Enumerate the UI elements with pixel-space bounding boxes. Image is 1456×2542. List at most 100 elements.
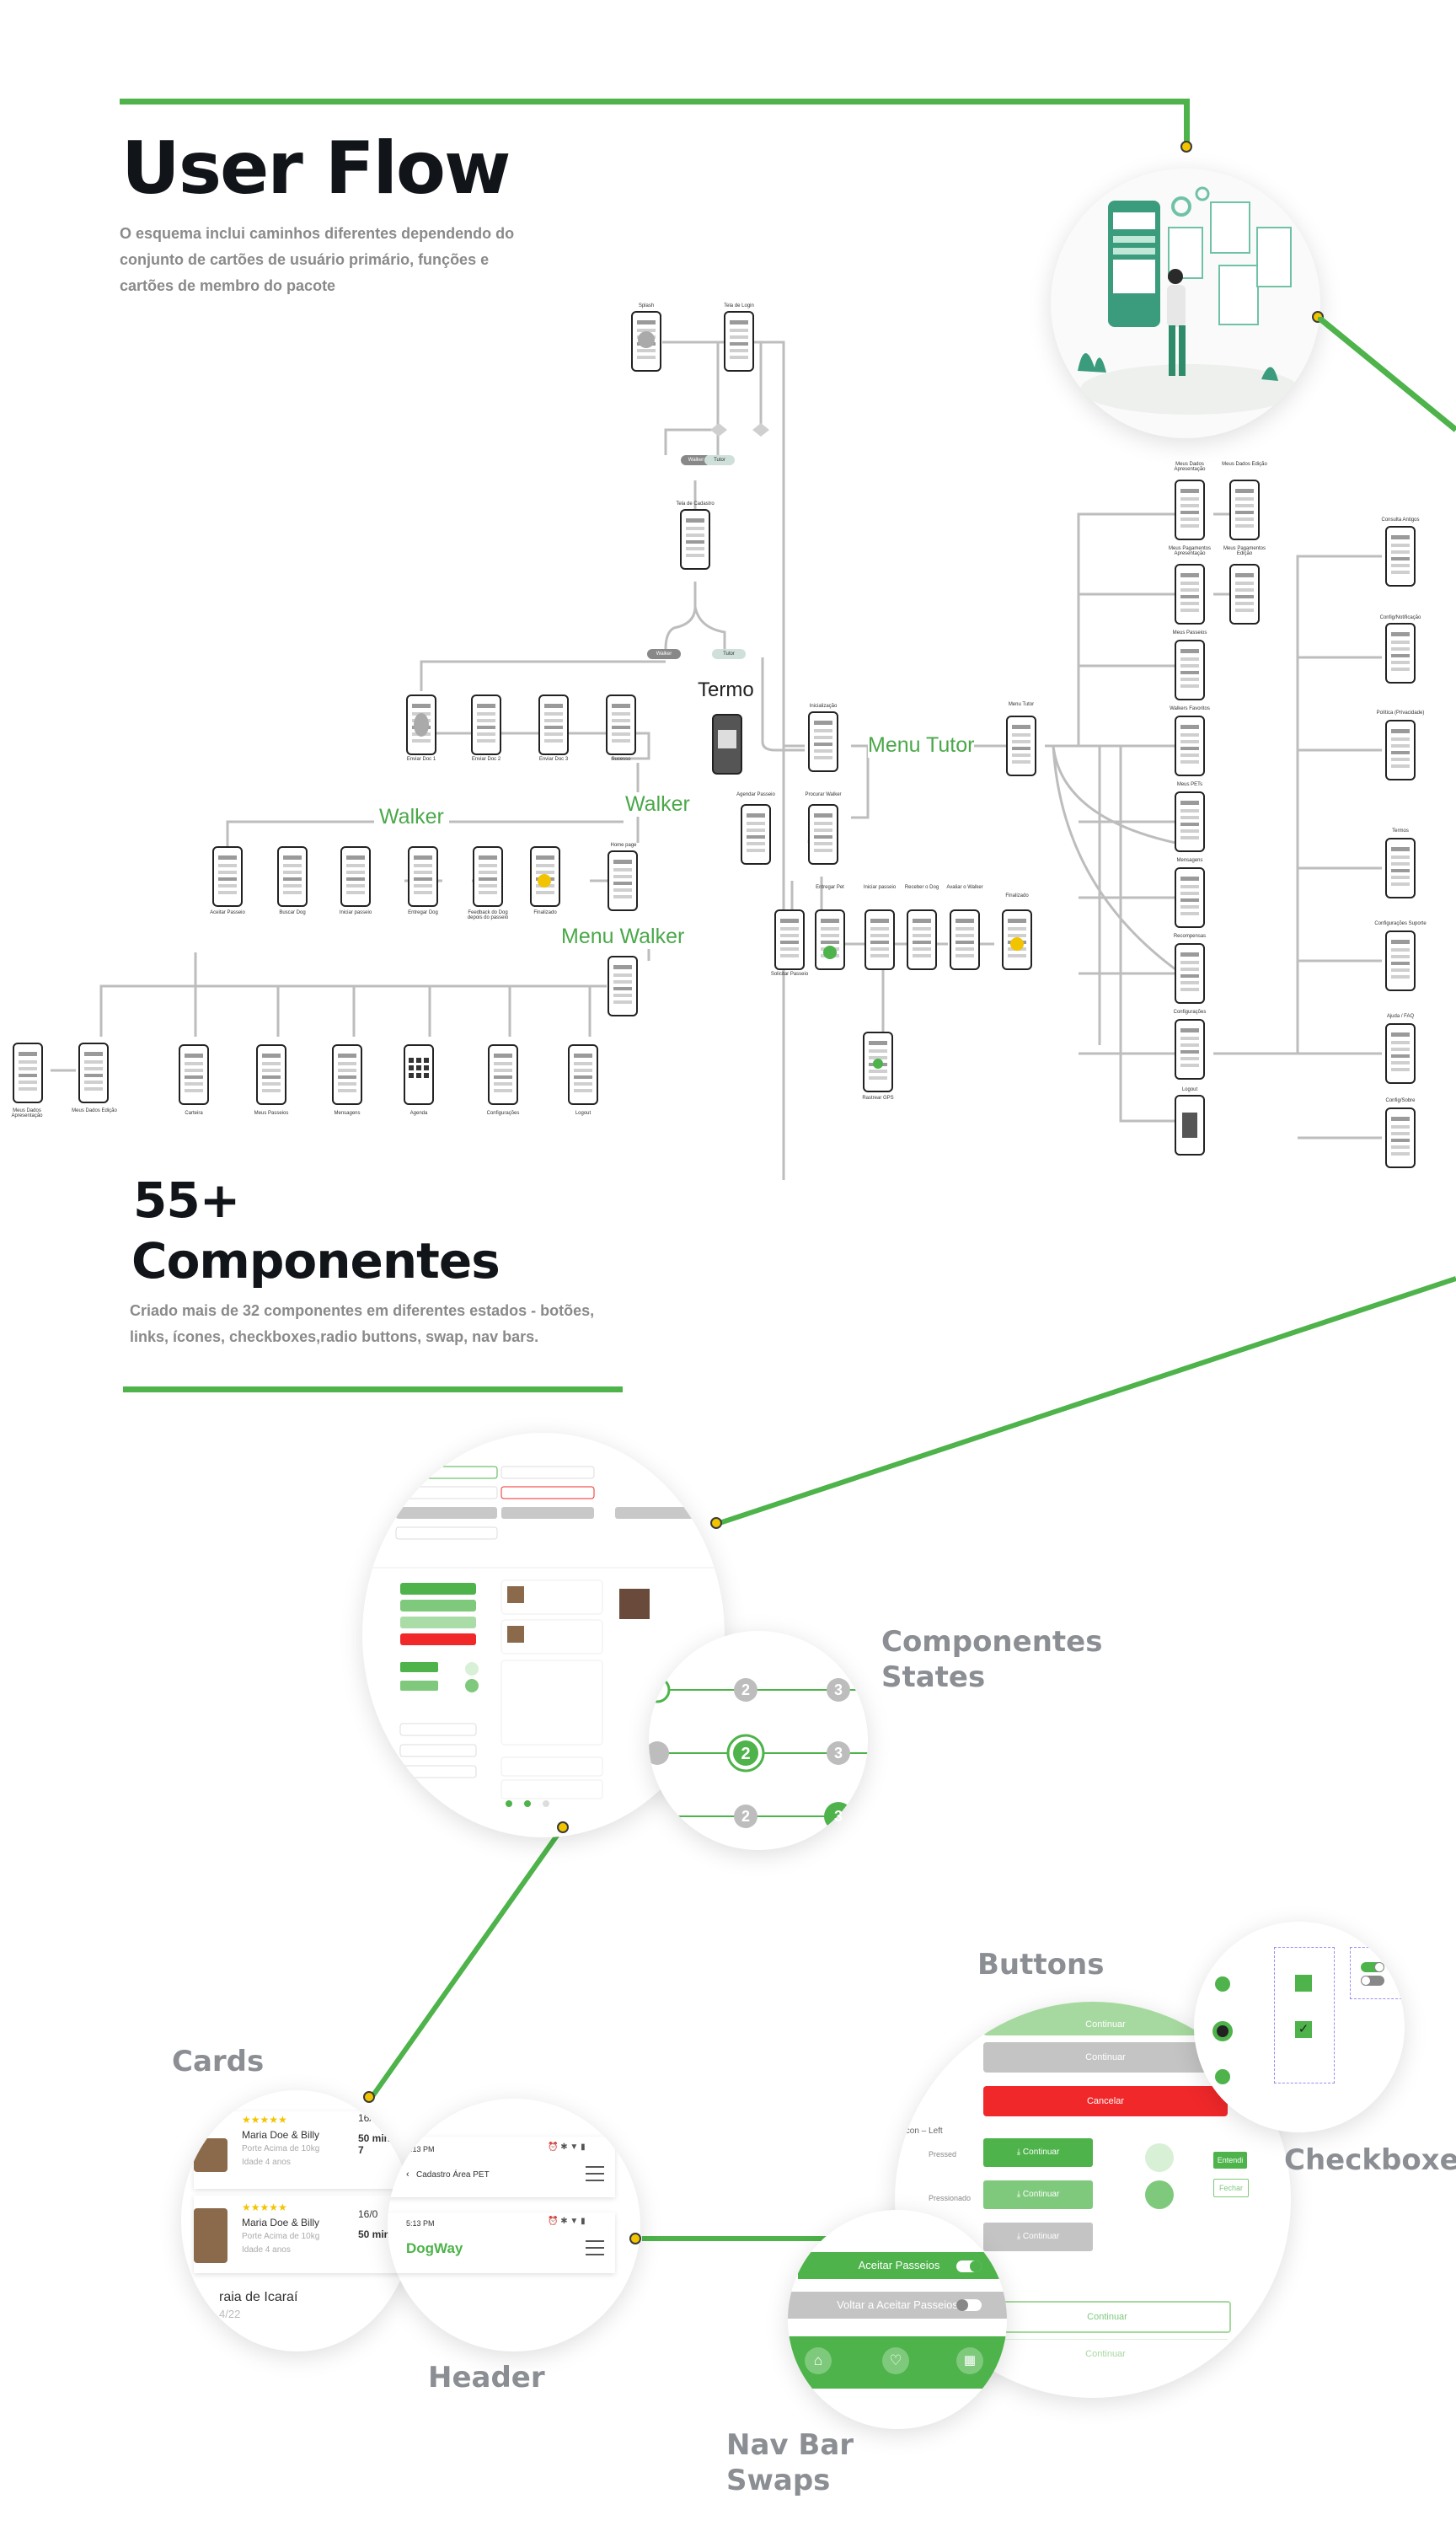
- outline-button[interactable]: Continuar: [983, 2301, 1231, 2333]
- cancel-button[interactable]: Cancelar: [983, 2086, 1228, 2116]
- screen-label: Configurações: [1173, 1010, 1207, 1015]
- connector-dot: [629, 2233, 641, 2244]
- states-preview: [362, 1433, 725, 1837]
- flow-screens: [13, 311, 1416, 1168]
- screen-label: Enviar Doc 1: [406, 757, 436, 762]
- screen-label: Inicialização: [809, 704, 838, 709]
- toggle-circle: [1145, 2143, 1174, 2172]
- screen-label: Mensagens: [334, 1111, 361, 1116]
- screen-label: Ajuda / FAQ: [1386, 1014, 1415, 1019]
- continue-button-small[interactable]: ⤓ Continuar: [983, 2223, 1093, 2251]
- continue-button[interactable]: Continuar: [983, 2002, 1228, 2035]
- screen-label: Aceitar Passeio: [210, 910, 245, 915]
- radio-selected[interactable]: [1215, 1976, 1230, 1992]
- state-label: Icon – Left: [903, 2126, 943, 2136]
- screen-label: Logout: [1181, 1087, 1198, 1092]
- screen-label: Tela de Login: [724, 303, 754, 308]
- toggle-on[interactable]: [1361, 1962, 1384, 1972]
- stepper-number: 3: [833, 1745, 843, 1762]
- card-name: Maria Doe & Billy: [242, 2129, 320, 2141]
- card-detail: Idade 4 anos: [242, 2158, 291, 2167]
- flow-label-walker: Walker: [625, 792, 690, 817]
- back-icon[interactable]: ‹: [406, 2169, 410, 2180]
- screen-label: Termos: [1392, 829, 1409, 834]
- continue-button-small[interactable]: ⤓ Continuar: [983, 2180, 1093, 2209]
- callout-header: Header: [428, 2361, 545, 2395]
- screen-label: Buscar Dog: [279, 910, 306, 915]
- radio-selected[interactable]: [1215, 2069, 1230, 2084]
- screen-label: Mensagens: [1176, 858, 1203, 863]
- rating-stars: ★★★★★: [242, 2201, 287, 2213]
- connector-dot: [1180, 141, 1192, 153]
- connector-dot: [557, 1821, 569, 1833]
- page-title: User Flow: [121, 126, 511, 211]
- button-label: Continuar: [1022, 2148, 1060, 2157]
- toggle-off[interactable]: [1361, 1976, 1384, 1986]
- button-label: Continuar: [1022, 2190, 1060, 2199]
- screen-label: Logout: [575, 1111, 592, 1116]
- brand-logo: DogWay: [406, 2240, 463, 2256]
- fechar-button[interactable]: Fechar: [1213, 2179, 1249, 2197]
- button-label: Walker: [656, 652, 672, 657]
- screen-label: Solicitar Passeio: [770, 972, 809, 977]
- screen-label: Enviar Doc 3: [538, 757, 569, 762]
- button-label: Continuar: [1022, 2232, 1060, 2241]
- screen-label: Agenda: [410, 1111, 428, 1116]
- swap-label: Voltar a Aceitar Passeios: [837, 2298, 958, 2311]
- connector-dot: [363, 2091, 375, 2103]
- continue-button-small[interactable]: ⤓ Continuar: [983, 2138, 1093, 2167]
- state-label: Pressed: [929, 2150, 957, 2159]
- screen-label: Meus Passeios: [1172, 630, 1207, 636]
- outline-button[interactable]: Continuar: [983, 2339, 1228, 2368]
- entendi-button[interactable]: Entendi: [1213, 2152, 1247, 2169]
- screen-label: Consulta Antigos: [1381, 518, 1420, 523]
- flow-label-walker: Walker: [374, 805, 449, 829]
- screen-label: Iniciar passeio: [339, 910, 372, 915]
- button-label: Tutor: [714, 458, 725, 463]
- callout-buttons: Buttons: [977, 1948, 1105, 1982]
- header-preview: 5:13 PM ⏰ ✱ ▼ ▮ ‹ Cadastro Área PET 5:13…: [388, 2099, 640, 2352]
- cards-preview: ★★★★★ Maria Doe & Billy 16/04/2022 Porte…: [181, 2090, 413, 2352]
- card-price: 50 min: [358, 2228, 391, 2240]
- status-time: 5:13 PM: [406, 2145, 435, 2153]
- swap-on[interactable]: Aceitar Passeios: [798, 2252, 1000, 2279]
- header-back-title: Cadastro Área PET: [416, 2170, 490, 2180]
- page-description: O esquema inclui caminhos diferentes dep…: [120, 225, 515, 294]
- checkbox-checked[interactable]: ✓: [1295, 2021, 1312, 2038]
- checkbox-filled[interactable]: [1295, 1975, 1312, 1992]
- screen-label: Meus Dados Apresentação: [11, 1108, 43, 1118]
- components-count: 55+: [133, 1172, 240, 1229]
- card-place-date: 4/22: [219, 2308, 241, 2320]
- toggle-on[interactable]: [956, 2260, 982, 2272]
- continue-button-disabled[interactable]: Continuar: [983, 2042, 1228, 2073]
- state-label: Pressionado: [929, 2194, 972, 2202]
- hero-illustration: [1051, 169, 1320, 438]
- menu-icon[interactable]: [586, 2166, 604, 2181]
- heart-icon[interactable]: ♡: [882, 2347, 909, 2374]
- stepper-number: 2: [741, 1808, 750, 1825]
- top-accent-line: [120, 99, 1190, 105]
- toggle-off[interactable]: [956, 2299, 982, 2311]
- screen-label: Configurações: [486, 1111, 520, 1116]
- menu-icon[interactable]: [586, 2240, 604, 2255]
- button-label: Tutor: [723, 652, 735, 657]
- stepper-zoom: [649, 1631, 868, 1850]
- screen-label: Feedback do Dog depois do passeio: [467, 910, 509, 920]
- top-accent-line-drop: [1184, 99, 1190, 145]
- screen-label: Política (Privacidade): [1376, 711, 1425, 716]
- callout-navbar: Nav Bar Swaps: [726, 2428, 854, 2497]
- callout-states: Componentes States: [881, 1625, 1103, 1694]
- screen-label: Sucesso: [611, 757, 631, 762]
- card-date: 16/04/2022: [358, 2112, 410, 2124]
- radio-focused[interactable]: [1212, 2021, 1233, 2041]
- stepper-number: 2: [741, 1681, 750, 1698]
- card-place: raia de Icaraí: [219, 2290, 298, 2304]
- components-title: Componentes: [131, 1232, 500, 1290]
- calendar-icon[interactable]: ▦: [956, 2347, 983, 2374]
- home-icon[interactable]: ⌂: [805, 2347, 832, 2374]
- screen-label: Meus Dados Edição: [1222, 462, 1267, 467]
- screen-label: Entregar Pet: [816, 885, 844, 890]
- screen-label: Carteira: [185, 1111, 203, 1116]
- screen-label: Tela de Cadastro: [676, 501, 715, 507]
